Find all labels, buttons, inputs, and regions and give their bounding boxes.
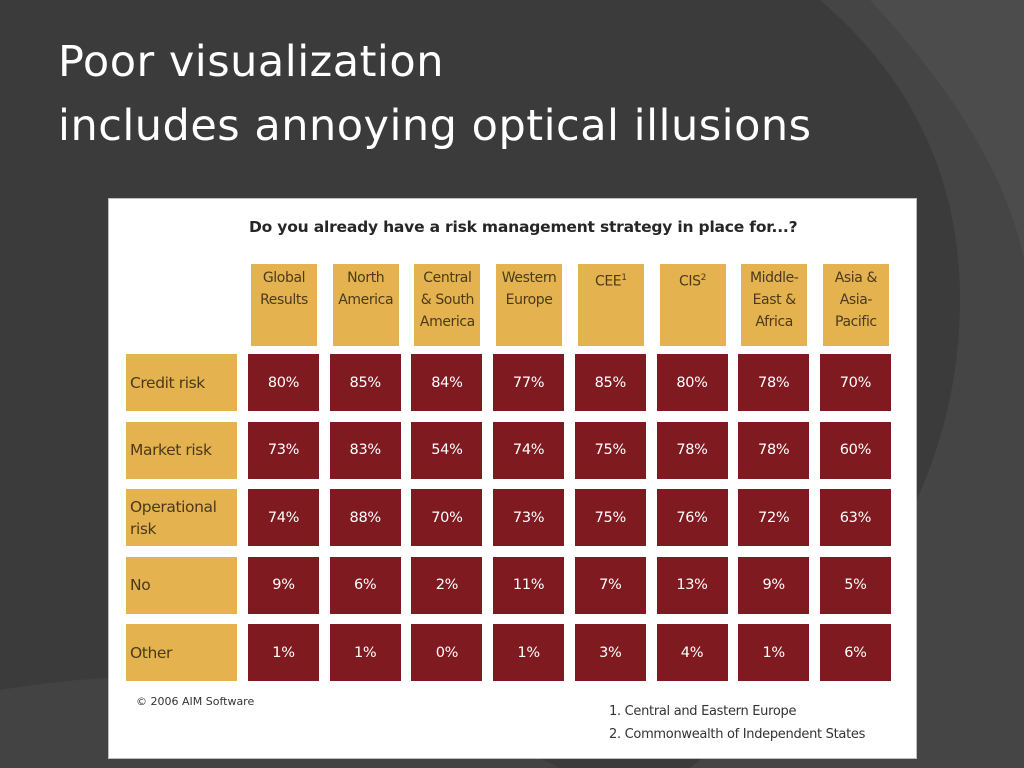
- cell-no-middle-east-africa: 9%: [738, 556, 810, 614]
- cell-no-asia-asia-pacific: 5%: [819, 556, 891, 614]
- cell-no-western-europe: 11%: [493, 556, 565, 614]
- cell-market-risk-north-america: 83%: [329, 421, 401, 479]
- cell-other-cis: 4%: [656, 624, 728, 681]
- cell-credit-risk-asia-asia-pacific: 70%: [819, 354, 891, 411]
- row-header-other: Other: [126, 624, 237, 681]
- cell-credit-risk-middle-east-africa: 78%: [738, 354, 810, 411]
- column-header-line: Asia-: [839, 292, 873, 308]
- row-header-label: Credit risk: [130, 373, 205, 392]
- column-header-cis: CIS2: [659, 264, 726, 346]
- footnote-marker: 2: [700, 273, 707, 283]
- cell-credit-risk-global-results: 80%: [248, 354, 319, 411]
- row-header-label: Operational risk: [130, 497, 217, 538]
- row-header-label: Other: [130, 643, 173, 662]
- cell-credit-risk-cis: 80%: [656, 354, 728, 411]
- cell-no-north-america: 6%: [329, 556, 401, 614]
- column-header-line: America: [338, 292, 394, 308]
- column-header-western-europe: Western Europe: [496, 264, 563, 346]
- column-header-central-south-america: Central & South America: [414, 264, 481, 346]
- row-header-credit-risk: Credit risk: [126, 354, 237, 411]
- cell-no-global-results: 9%: [248, 556, 319, 614]
- footnote-marker: 1: [621, 273, 627, 283]
- column-header-middle-east-africa: Middle- East & Africa: [741, 264, 808, 346]
- slide-title: Poor visualization includes annoying opt…: [58, 30, 812, 158]
- figure-title: Do you already have a risk management st…: [249, 218, 798, 236]
- cell-no-cee: 7%: [574, 556, 646, 614]
- cell-operational-risk-north-america: 88%: [329, 489, 401, 546]
- column-header-line: & South: [420, 292, 475, 308]
- survey-figure: Do you already have a risk management st…: [109, 199, 916, 758]
- cell-market-risk-global-results: 73%: [248, 421, 319, 479]
- column-header-line: CEE: [594, 273, 622, 290]
- cell-other-global-results: 1%: [248, 624, 319, 681]
- cell-operational-risk-cee: 75%: [574, 489, 646, 546]
- cell-credit-risk-cee: 85%: [574, 354, 646, 411]
- slide-title-line-1: Poor visualization: [58, 37, 444, 87]
- column-header-global-results: Global Results: [251, 264, 317, 346]
- cell-market-risk-western-europe: 74%: [493, 421, 565, 479]
- cell-operational-risk-cis: 76%: [656, 489, 728, 546]
- cell-credit-risk-north-america: 85%: [329, 354, 401, 411]
- cell-market-risk-cee: 75%: [574, 421, 646, 479]
- column-header-line: East &: [752, 292, 797, 308]
- cell-market-risk-central-south-america: 54%: [411, 421, 483, 479]
- cell-operational-risk-central-south-america: 70%: [411, 489, 483, 546]
- footnote-2: 2. Commonwealth of Independent States: [609, 727, 866, 742]
- column-header-north-america: North America: [332, 264, 399, 346]
- column-header-line: Central: [423, 270, 472, 286]
- column-header-line: Africa: [755, 314, 793, 330]
- column-header-line: Results: [260, 292, 308, 308]
- column-header-line: Pacific: [835, 314, 877, 330]
- cell-market-risk-asia-asia-pacific: 60%: [819, 421, 891, 479]
- cell-market-risk-middle-east-africa: 78%: [738, 421, 810, 479]
- column-header-line: Western: [501, 270, 557, 286]
- column-header-line: CIS: [679, 273, 701, 290]
- column-header-line: America: [419, 314, 475, 330]
- cell-operational-risk-middle-east-africa: 72%: [738, 489, 810, 546]
- cell-other-middle-east-africa: 1%: [738, 624, 810, 681]
- cell-credit-risk-western-europe: 77%: [493, 354, 565, 411]
- column-header-line: Asia &: [834, 270, 878, 286]
- column-header-line: Europe: [505, 292, 553, 308]
- row-header-no: No: [126, 556, 237, 614]
- slide-title-line-2: includes annoying optical illusions: [58, 101, 812, 151]
- row-header-label: No: [130, 576, 151, 594]
- column-header-line: Global: [262, 270, 306, 286]
- cell-no-central-south-america: 2%: [411, 556, 483, 614]
- column-header-line: North: [347, 270, 385, 286]
- row-header-label: Market risk: [130, 441, 212, 459]
- cell-operational-risk-asia-asia-pacific: 63%: [819, 489, 891, 546]
- cell-operational-risk-global-results: 74%: [248, 489, 319, 546]
- cell-other-cee: 3%: [574, 624, 646, 681]
- cell-other-central-south-america: 0%: [411, 624, 483, 681]
- copyright-notice: © 2006 AIM Software: [136, 695, 255, 708]
- cell-other-western-europe: 1%: [493, 624, 565, 681]
- column-header-cee: CEE1: [577, 264, 644, 346]
- column-header-line: Middle-: [749, 270, 799, 286]
- cell-other-asia-asia-pacific: 6%: [819, 624, 891, 681]
- row-header-operational-risk: Operational risk: [126, 489, 237, 546]
- cell-operational-risk-western-europe: 73%: [493, 489, 565, 546]
- footnotes: 1. Central and Eastern Europe 2. Commonw…: [609, 700, 865, 746]
- cell-market-risk-cis: 78%: [656, 421, 728, 479]
- cell-no-cis: 13%: [656, 556, 728, 614]
- row-header-market-risk: Market risk: [126, 421, 237, 479]
- column-header-asia-asia-pacific: Asia & Asia- Pacific: [822, 264, 889, 346]
- cell-other-north-america: 1%: [329, 624, 401, 681]
- cell-credit-risk-central-south-america: 84%: [411, 354, 483, 411]
- footnote-1: 1. Central and Eastern Europe: [609, 704, 797, 719]
